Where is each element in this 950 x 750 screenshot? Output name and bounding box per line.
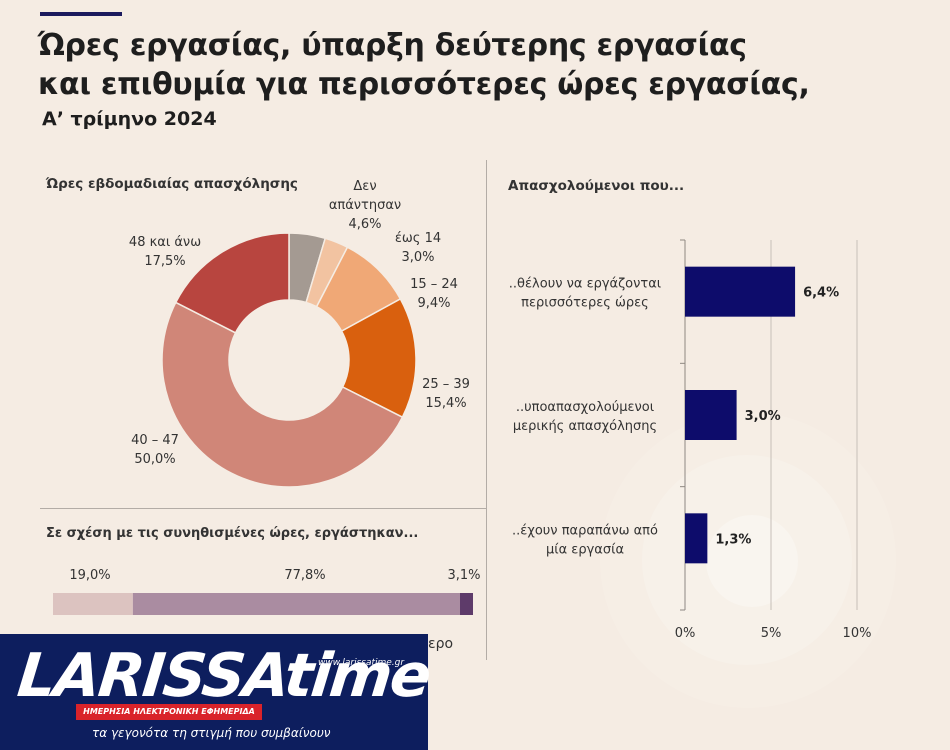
hbar-bar (685, 266, 796, 317)
title-line-1: Ώρες εργασίας, ύπαρξη δεύτερης εργασίας (38, 28, 747, 63)
donut-slice (161, 301, 404, 488)
vertical-divider (486, 160, 487, 660)
donut-slice-label: 48 και άνω (129, 235, 201, 250)
stacked-bar-title: Σε σχέση με τις συνηθισμένες ώρες, εργάσ… (46, 526, 419, 541)
stacked-bar-legend-fragment: ερο (428, 636, 454, 652)
hbar-category-label: ..υποαπασχολούμενοι (516, 400, 654, 415)
donut-slice-value: 50,0% (134, 452, 175, 467)
donut-slice (174, 232, 290, 334)
donut-slice-value: 15,4% (425, 396, 466, 411)
hbar-category-label: περισσότερες ώρες (521, 296, 649, 311)
logo-strip: ΗΜΕΡΗΣΙΑ ΗΛΕΚΤΡΟΝΙΚΗ ΕΦΗΜΕΡΙΔΑ (76, 704, 262, 720)
page-subtitle: Α’ τρίμηνο 2024 (42, 108, 217, 130)
donut-slice-value: 3,0% (401, 250, 434, 265)
hbar-bar (685, 390, 737, 440)
hbar-value-label: 1,3% (715, 532, 751, 547)
hbar-value-label: 3,0% (745, 409, 781, 424)
top-accent-rule (40, 12, 122, 16)
logo-wordmark: LARISSAtime (14, 641, 433, 711)
stacked-bar-value-label: 3,1% (447, 568, 480, 583)
donut-slice-label: απάντησαν (329, 198, 401, 213)
hbar-bar (685, 513, 708, 564)
hbar-category-label: ..θέλουν να εργάζονται (509, 277, 661, 292)
donut-chart: Δεν απάντησαν 4,6% έως 14 3,0% 15 – 24 9,4% 25 … (129, 179, 470, 488)
stacked-bar-segment (459, 593, 473, 615)
hbar-category-label: μία εργασία (546, 542, 624, 557)
stacked-bar-chart: 19,0% 77,8% 3,1% (53, 568, 481, 615)
donut-slice-label: 25 – 39 (422, 377, 470, 392)
horizontal-divider (40, 508, 486, 509)
stacked-bar-value-label: 77,8% (284, 568, 325, 583)
larissatime-logo: LARISSAtime www.larissatime.gr ΗΜΕΡΗΣΙΑ … (0, 634, 433, 750)
donut-chart-title: Ώρες εβδομαδιαίας απασχόλησης (46, 176, 298, 192)
donut-slice-label: 15 – 24 (410, 277, 458, 292)
donut-slice-label: Δεν (353, 179, 376, 194)
donut-slice-label: 40 – 47 (131, 433, 179, 448)
stacked-bar-value-label: 19,0% (69, 568, 110, 583)
hbar-category-label: ..έχουν παραπάνω από (512, 523, 658, 538)
hbar-tick-label: 5% (761, 626, 782, 641)
logo-url: www.larissatime.gr (318, 658, 405, 668)
donut-slice-value: 9,4% (417, 296, 450, 311)
hbar-chart-title: Απασχολούμενοι που... (508, 178, 685, 194)
logo-tagline: τα γεγονότα τη στιγμή που συμβαίνουν (92, 726, 331, 740)
horizontal-bar-chart: 0% 5% 10% 6,4% ..θέλουν να εργάζονται περισσό… (509, 239, 872, 641)
donut-slice-label: έως 14 (395, 231, 441, 246)
hbar-category-label: μερικής απασχόλησης (513, 419, 657, 434)
stacked-bar-segment (53, 593, 133, 615)
page-title: Ώρες εργασίας, ύπαρξη δεύτερης εργασίας … (38, 26, 810, 104)
donut-slice-value: 4,6% (348, 217, 381, 232)
hbar-tick-label: 10% (843, 626, 872, 641)
donut-slice-value: 17,5% (144, 254, 185, 269)
hbar-value-label: 6,4% (803, 286, 839, 301)
hbar-tick-label: 0% (675, 626, 696, 641)
stacked-bar-segment (132, 593, 460, 615)
title-line-2: και επιθυμία για περισσότερες ώρες εργασ… (38, 67, 810, 102)
